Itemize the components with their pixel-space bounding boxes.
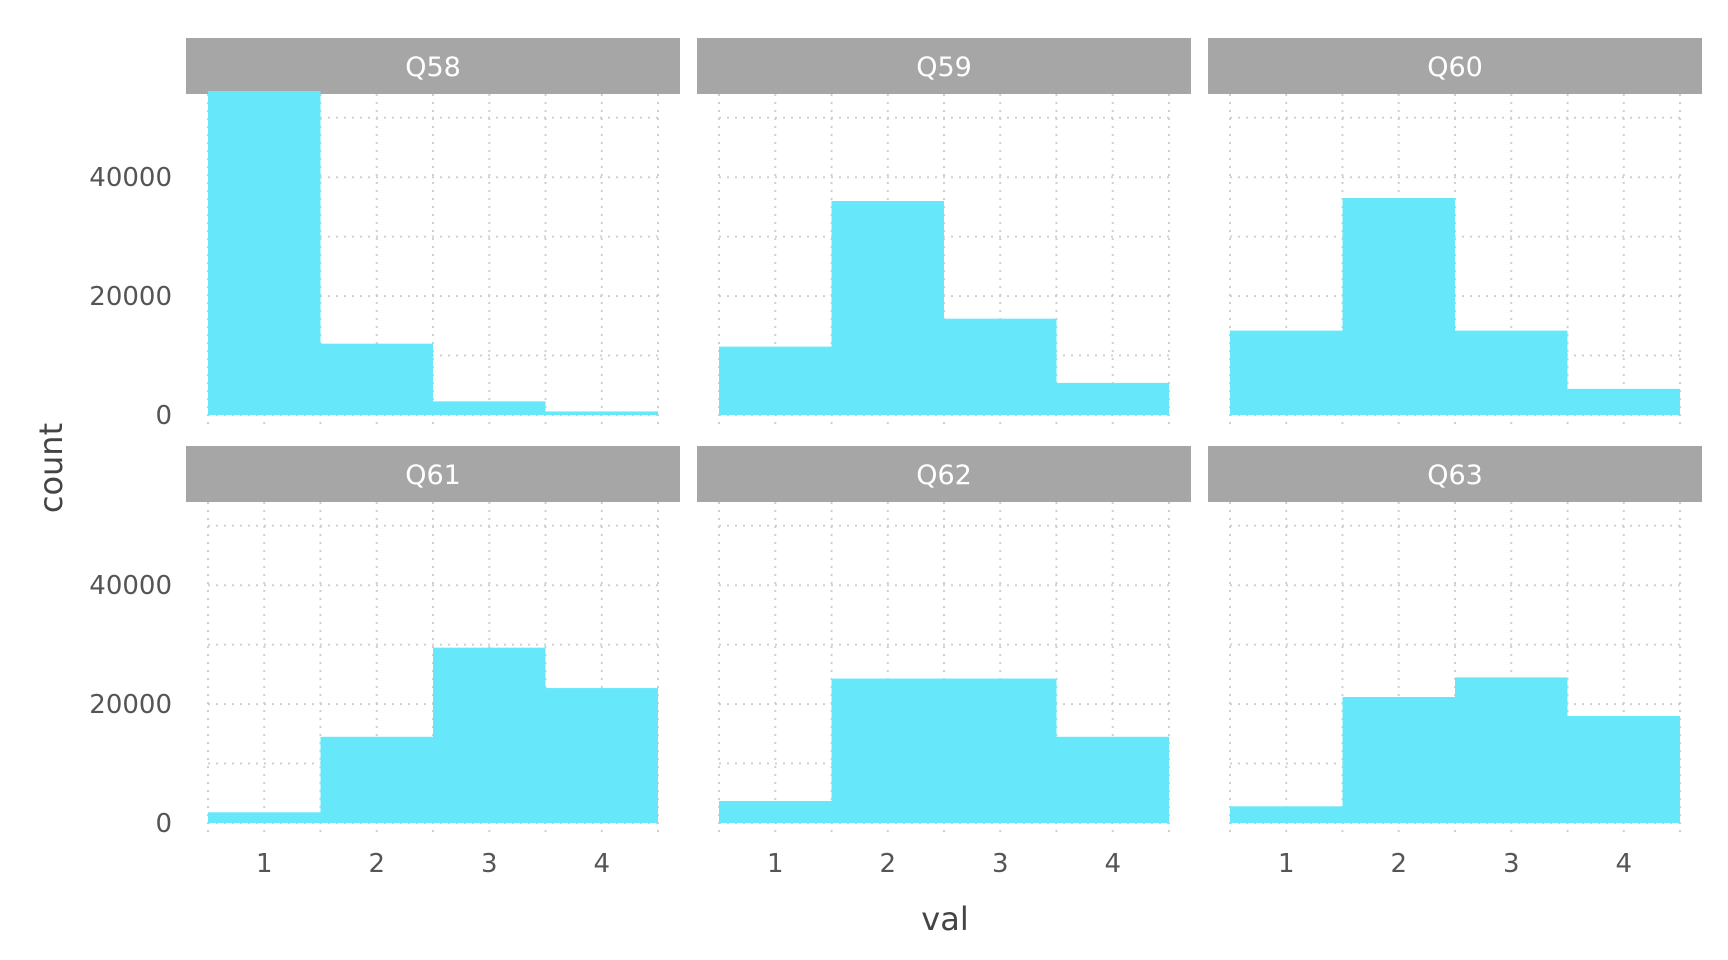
histogram-bar	[545, 411, 658, 415]
y-tick-label: 0	[155, 809, 172, 839]
histogram-bar	[1342, 696, 1455, 823]
facet-strip	[1208, 38, 1702, 94]
y-tick-label: 40000	[89, 163, 172, 193]
histogram-bar	[719, 801, 832, 823]
facet-strip	[1208, 446, 1702, 502]
histogram-bar	[545, 688, 658, 823]
histogram-bar	[1455, 330, 1568, 415]
facet-strip-label: Q58	[405, 52, 461, 83]
x-axis-title: val	[921, 900, 968, 938]
y-axis-title: count	[32, 423, 70, 513]
x-tick-label: 1	[1278, 849, 1295, 879]
histogram-bar	[1230, 806, 1343, 823]
histogram-bar	[1056, 736, 1169, 823]
x-tick-label: 2	[368, 849, 385, 879]
histogram-bar	[433, 401, 546, 415]
histogram-bar	[719, 346, 832, 415]
facet-strip-label: Q59	[916, 52, 972, 83]
histogram-bar	[320, 736, 433, 823]
histogram-bar	[1567, 388, 1680, 415]
facet-panel-q59: Q59	[697, 38, 1191, 429]
x-tick-label: 3	[481, 849, 498, 879]
x-tick-label: 4	[1104, 849, 1121, 879]
facet-strip	[186, 38, 680, 94]
facet-strip	[697, 38, 1191, 94]
x-tick-label: 4	[593, 849, 610, 879]
x-tick-label: 3	[1503, 849, 1520, 879]
histogram-bar	[320, 343, 433, 415]
histogram-bar	[944, 318, 1057, 415]
facet-strip-label: Q63	[1427, 460, 1483, 491]
facet-panel-q61: Q61 0 20000 40000 1 2 3 4	[89, 446, 680, 879]
facet-panel-q58: Q58 0 20000 40000	[89, 38, 680, 431]
y-tick-label: 40000	[89, 571, 172, 601]
histogram-bar	[831, 678, 944, 823]
y-tick-label: 20000	[89, 282, 172, 312]
facet-strip-label: Q62	[916, 460, 972, 491]
x-tick-label: 2	[879, 849, 896, 879]
histogram-bar	[208, 812, 321, 823]
histogram-bar	[831, 201, 944, 415]
histogram-bar	[1455, 677, 1568, 823]
histogram-bar	[944, 678, 1057, 823]
x-tick-label: 1	[256, 849, 273, 879]
facet-panel-q60: Q60	[1208, 38, 1702, 429]
facet-strip	[186, 446, 680, 502]
x-tick-label: 1	[767, 849, 784, 879]
facet-strip-label: Q61	[405, 460, 461, 491]
histogram-bar	[208, 91, 321, 416]
histogram-bar	[1342, 198, 1455, 415]
facet-strip	[697, 446, 1191, 502]
facet-strip-label: Q60	[1427, 52, 1483, 83]
y-tick-label: 0	[155, 401, 172, 431]
histogram-bar	[1056, 382, 1169, 415]
facet-panel-q63: Q63 1 2 3 4	[1208, 446, 1702, 879]
histogram-bar	[1567, 716, 1680, 823]
y-tick-label: 20000	[89, 690, 172, 720]
x-tick-label: 3	[992, 849, 1009, 879]
histogram-bar	[1230, 330, 1343, 415]
histogram-bar	[433, 647, 546, 823]
x-tick-label: 2	[1390, 849, 1407, 879]
facet-panel-q62: Q62 1 2 3 4	[697, 446, 1191, 879]
x-tick-label: 4	[1615, 849, 1632, 879]
